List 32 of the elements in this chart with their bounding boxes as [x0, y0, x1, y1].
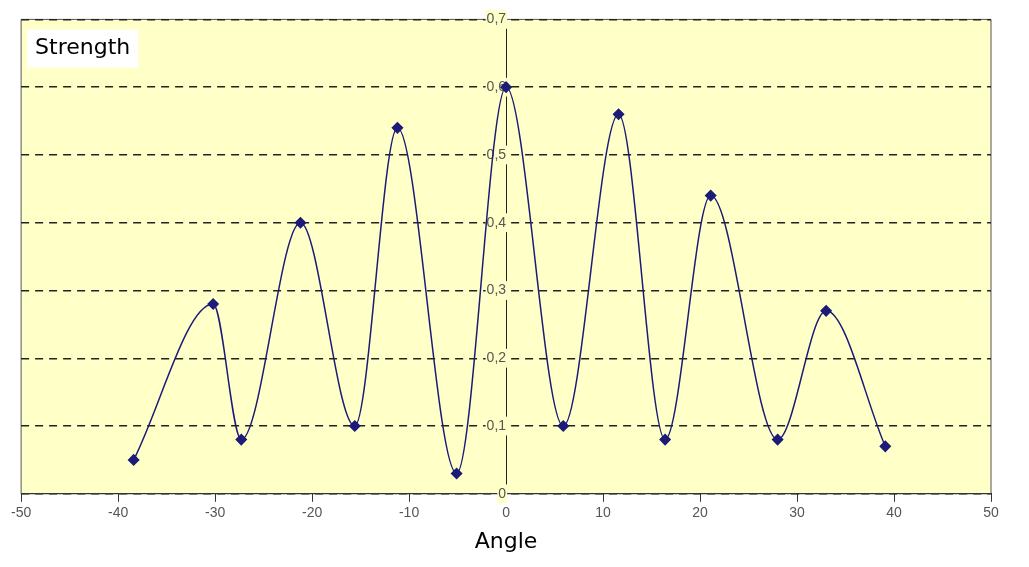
point: [820, 305, 832, 317]
x-tick-label: 20: [692, 504, 709, 521]
x-tick-label: -40: [107, 504, 129, 521]
point: [557, 420, 570, 432]
point: [450, 467, 463, 480]
x-tick-label: -30: [204, 504, 226, 521]
x-tick-label: 10: [595, 504, 612, 521]
point: [704, 189, 717, 202]
point: [207, 298, 219, 310]
y-tick-label: 0,7: [486, 10, 507, 27]
x-tick-label: 30: [789, 504, 806, 521]
x-tick-label: -20: [301, 504, 323, 521]
point: [879, 440, 892, 453]
y-tick-label: 0,1: [486, 416, 507, 433]
x-tick-label: 50: [983, 504, 999, 521]
y-tick-label: 0,2: [486, 349, 507, 366]
y-tick-label: 0,3: [486, 281, 507, 298]
point: [294, 216, 307, 229]
x-tick-label: -50: [11, 504, 32, 521]
point: [349, 420, 361, 432]
point: [612, 108, 625, 121]
y-tick-label: 0: [498, 484, 507, 501]
point: [659, 433, 671, 446]
point: [127, 454, 140, 466]
y-axis-title: Strength: [35, 34, 131, 60]
point: [235, 433, 248, 446]
x-tick-label: -10: [398, 504, 420, 521]
x-tick-label: 40: [886, 504, 903, 521]
point: [771, 433, 784, 446]
x-axis-title: Angle: [474, 527, 538, 553]
y-tick-label: 0,4: [486, 213, 507, 230]
point: [391, 122, 404, 134]
